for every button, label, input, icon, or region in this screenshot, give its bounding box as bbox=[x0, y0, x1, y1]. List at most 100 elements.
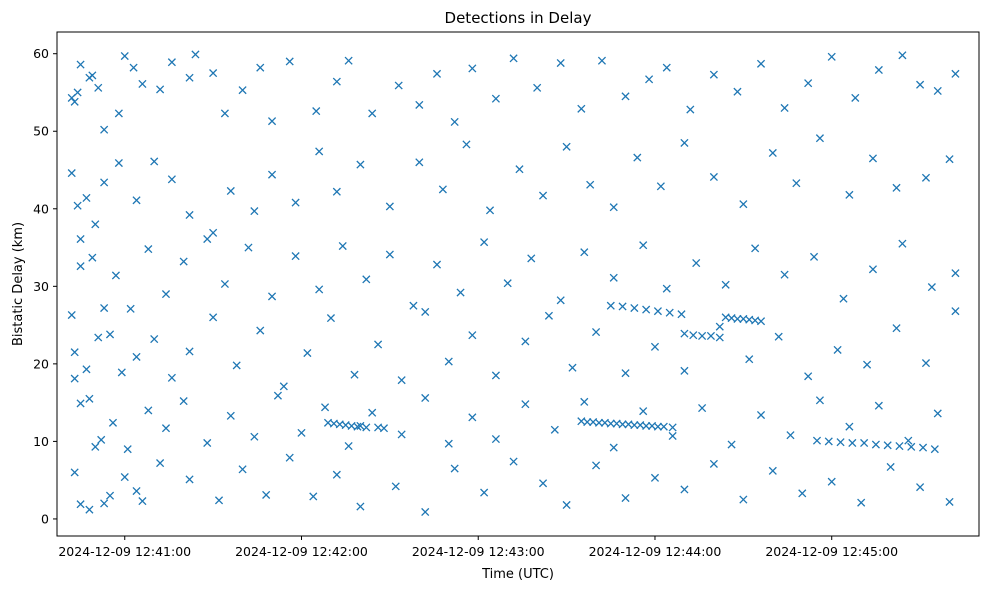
data-point bbox=[594, 418, 604, 427]
data-point bbox=[76, 234, 85, 244]
data-point bbox=[951, 69, 960, 78]
data-point bbox=[562, 500, 571, 510]
data-point bbox=[368, 408, 377, 417]
data-point bbox=[444, 439, 453, 448]
data-point bbox=[82, 365, 91, 374]
data-point bbox=[709, 459, 718, 468]
data-point bbox=[76, 500, 85, 509]
data-point bbox=[303, 348, 312, 358]
data-point bbox=[609, 203, 618, 212]
data-point bbox=[450, 117, 459, 127]
data-point bbox=[606, 301, 615, 310]
data-point bbox=[397, 430, 406, 439]
data-point bbox=[533, 83, 542, 92]
data-point bbox=[621, 369, 630, 378]
data-point bbox=[874, 401, 883, 410]
y-tick-label: 0 bbox=[41, 511, 49, 526]
data-point bbox=[450, 464, 459, 473]
data-point bbox=[898, 239, 907, 248]
data-point bbox=[468, 64, 477, 73]
data-point bbox=[421, 507, 430, 517]
data-point bbox=[279, 382, 288, 391]
data-point bbox=[132, 486, 141, 496]
data-point bbox=[285, 57, 294, 66]
data-point bbox=[503, 279, 512, 288]
data-point bbox=[642, 421, 651, 430]
data-point bbox=[768, 148, 777, 158]
data-point bbox=[951, 307, 960, 316]
data-point bbox=[562, 142, 571, 151]
data-point bbox=[144, 245, 153, 254]
data-point bbox=[409, 301, 418, 310]
data-point bbox=[583, 417, 592, 427]
data-point bbox=[715, 333, 724, 342]
data-point bbox=[468, 413, 477, 422]
data-point bbox=[804, 79, 813, 88]
data-point bbox=[88, 71, 97, 80]
data-point bbox=[592, 461, 601, 470]
chart-title: Detections in Delay bbox=[445, 9, 592, 27]
data-point bbox=[76, 399, 85, 408]
data-point bbox=[138, 497, 147, 506]
data-point bbox=[597, 56, 607, 65]
data-point bbox=[916, 80, 925, 89]
data-point bbox=[845, 190, 854, 199]
data-point bbox=[120, 473, 129, 482]
data-point bbox=[491, 94, 500, 103]
data-point bbox=[326, 314, 336, 323]
data-point bbox=[85, 505, 94, 514]
data-point bbox=[203, 438, 212, 448]
data-point bbox=[895, 441, 904, 451]
data-point bbox=[836, 438, 845, 447]
data-point bbox=[904, 436, 913, 445]
data-point bbox=[185, 210, 194, 220]
data-point bbox=[167, 373, 176, 382]
data-point bbox=[916, 483, 925, 492]
data-point bbox=[88, 253, 97, 262]
data-point bbox=[150, 334, 159, 344]
data-point bbox=[126, 304, 135, 313]
data-point bbox=[798, 489, 807, 498]
data-point bbox=[100, 499, 109, 508]
data-point bbox=[432, 260, 442, 269]
x-tick-label: 2024-12-09 12:42:00 bbox=[235, 544, 368, 559]
data-point bbox=[161, 290, 171, 299]
x-tick-label: 2024-12-09 12:45:00 bbox=[765, 544, 898, 559]
data-point bbox=[792, 179, 801, 188]
data-point bbox=[874, 65, 883, 75]
data-point bbox=[621, 493, 630, 503]
data-point bbox=[521, 400, 530, 409]
data-point bbox=[927, 283, 936, 292]
data-point bbox=[94, 83, 103, 92]
data-point bbox=[100, 178, 109, 187]
data-point bbox=[226, 411, 235, 420]
data-point bbox=[680, 366, 689, 375]
data-point bbox=[709, 70, 718, 79]
data-point bbox=[851, 93, 860, 102]
data-point bbox=[185, 475, 194, 484]
data-point bbox=[105, 491, 115, 500]
data-point bbox=[209, 313, 218, 322]
data-point bbox=[356, 160, 365, 169]
data-point bbox=[117, 368, 126, 377]
data-point bbox=[827, 52, 836, 61]
data-point bbox=[97, 435, 106, 444]
data-point bbox=[244, 243, 253, 252]
data-point bbox=[918, 443, 928, 452]
data-point bbox=[291, 252, 300, 261]
data-point bbox=[100, 303, 109, 313]
data-point bbox=[344, 441, 353, 451]
data-point bbox=[70, 374, 79, 383]
y-axis: 0 10 20 30 40 50 60 bbox=[33, 46, 57, 526]
data-point bbox=[509, 457, 518, 466]
data-point bbox=[214, 496, 224, 505]
data-point bbox=[150, 157, 159, 166]
data-point bbox=[491, 371, 500, 380]
data-point bbox=[179, 397, 188, 406]
data-point bbox=[733, 87, 742, 96]
data-point bbox=[76, 60, 85, 69]
data-point bbox=[132, 196, 141, 205]
y-tick-label: 50 bbox=[33, 124, 49, 139]
data-point bbox=[768, 466, 777, 475]
data-point bbox=[951, 269, 960, 278]
